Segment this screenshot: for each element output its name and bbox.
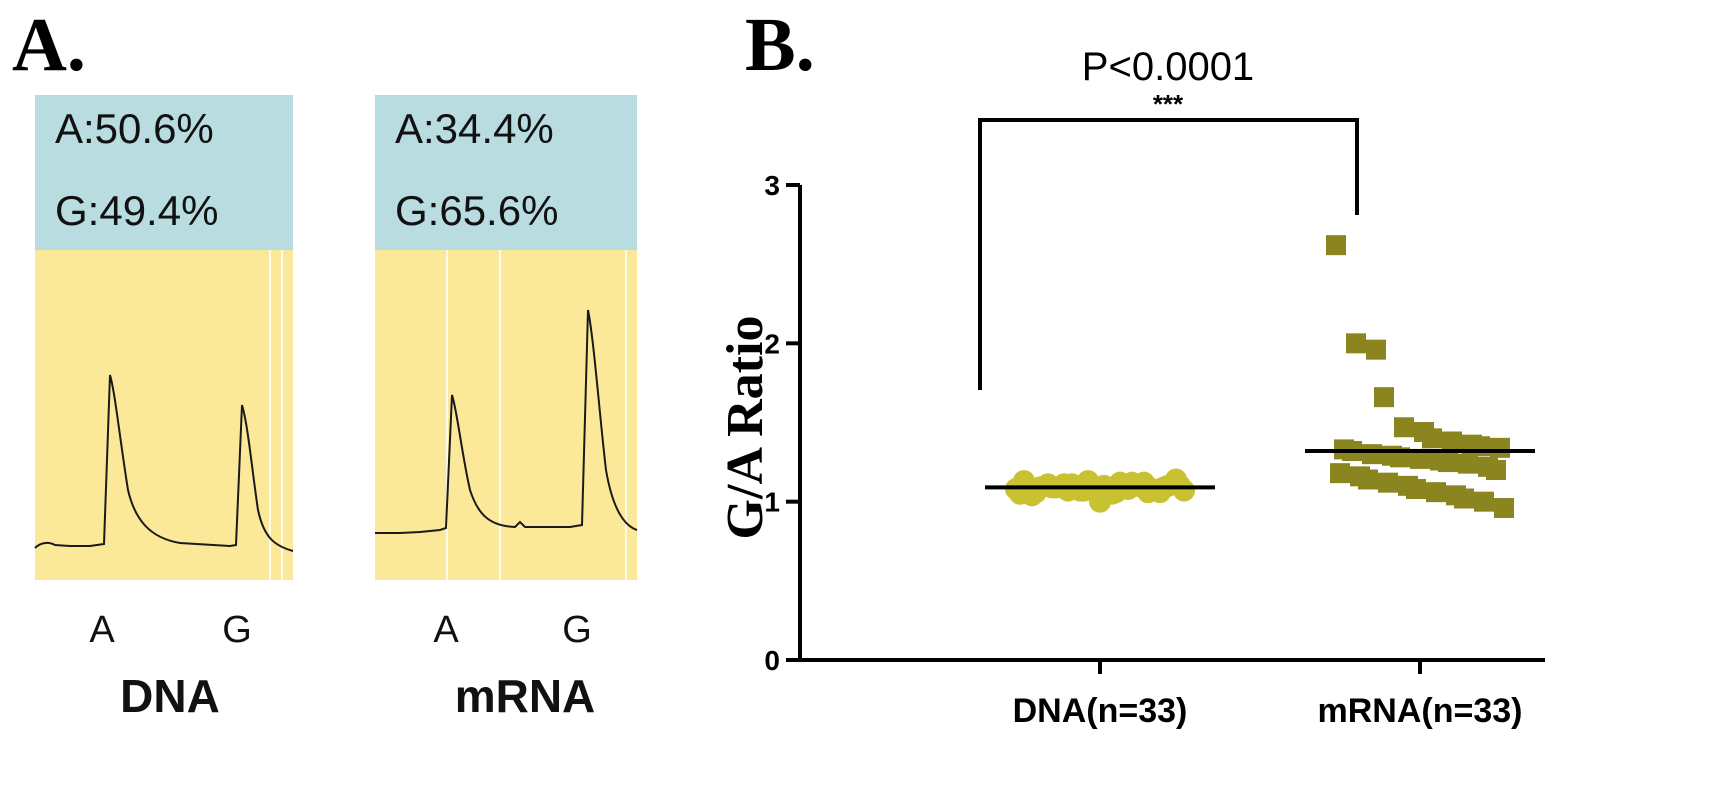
mrna-sample-label: mRNA	[455, 670, 596, 722]
dna-data-point	[1037, 473, 1059, 496]
dna-composition-header	[35, 95, 293, 250]
mrna-a-percent: A:34.4%	[395, 105, 554, 152]
mrna-data-point	[1346, 333, 1366, 354]
dna-data-point	[1105, 481, 1127, 504]
scatter-plot: 0 1 2 3 DNA(n=33) mRNA(n=33)	[764, 170, 1545, 730]
mrna-composition-header	[375, 95, 637, 250]
dna-peak-g-label: G	[222, 609, 252, 651]
mrna-data-point	[1458, 453, 1478, 474]
mrna-data-point	[1470, 436, 1490, 457]
mrna-data-point	[1486, 460, 1506, 480]
y-tick-label: 1	[764, 487, 780, 518]
dna-data-point	[1173, 479, 1195, 502]
dna-a-percent: A:50.6%	[55, 105, 214, 152]
mrna-peak-a-label: A	[433, 609, 459, 651]
y-tick-label: 2	[764, 328, 780, 359]
x-tick-label: mRNA(n=33)	[1318, 692, 1523, 730]
mrna-data-point	[1454, 488, 1474, 509]
mrna-data-point	[1438, 452, 1458, 473]
mrna-trace-panel: A:34.4% G:65.6% A G mRNA	[375, 95, 638, 722]
mrna-data-point	[1442, 431, 1462, 452]
mrna-data-point	[1394, 417, 1414, 438]
mrna-electropherogram-trace	[375, 309, 638, 534]
mrna-data-point	[1374, 387, 1394, 408]
mrna-data-point	[1330, 463, 1350, 484]
mrna-data-point	[1358, 469, 1378, 490]
p-value-label: P<0.0001	[1082, 45, 1254, 89]
significance-bracket	[978, 118, 1359, 390]
y-tick-label: 0	[764, 645, 780, 676]
y-tick-label: 3	[764, 170, 780, 201]
dna-peak-a-label: A	[89, 609, 115, 651]
mrna-data-point	[1378, 472, 1398, 493]
mrna-data-point	[1410, 448, 1430, 469]
dna-data-point	[1133, 471, 1155, 494]
mrna-data-point	[1406, 479, 1426, 499]
mrna-data-point	[1422, 428, 1442, 449]
dna-data-point	[1057, 479, 1079, 502]
dna-g-percent: G:49.4%	[55, 187, 218, 234]
mrna-peak-g-label: G	[562, 609, 592, 651]
dna-trace-area	[35, 250, 293, 580]
y-axis-label: G/A Ratio	[717, 316, 774, 540]
mrna-data-point	[1474, 491, 1494, 512]
mrna-data-point	[1366, 339, 1386, 360]
mrna-g-percent: G:65.6%	[395, 187, 558, 234]
dna-sample-label: DNA	[120, 670, 220, 722]
panel-a-label: A.	[12, 3, 86, 87]
mrna-data-point	[1494, 498, 1514, 518]
x-tick-label: DNA(n=33)	[1013, 692, 1188, 730]
mrna-trace-area	[375, 250, 637, 580]
mrna-data-point	[1362, 444, 1382, 465]
dna-electropherogram-trace	[34, 374, 294, 552]
dna-trace-panel: A:50.6% G:49.4% A G DNA	[34, 95, 294, 722]
significance-stars: ***	[1153, 89, 1184, 119]
panel-b-label: B.	[745, 3, 815, 87]
mrna-data-point	[1490, 437, 1510, 458]
mrna-data-point	[1326, 235, 1346, 256]
mrna-data-point	[1426, 482, 1446, 503]
